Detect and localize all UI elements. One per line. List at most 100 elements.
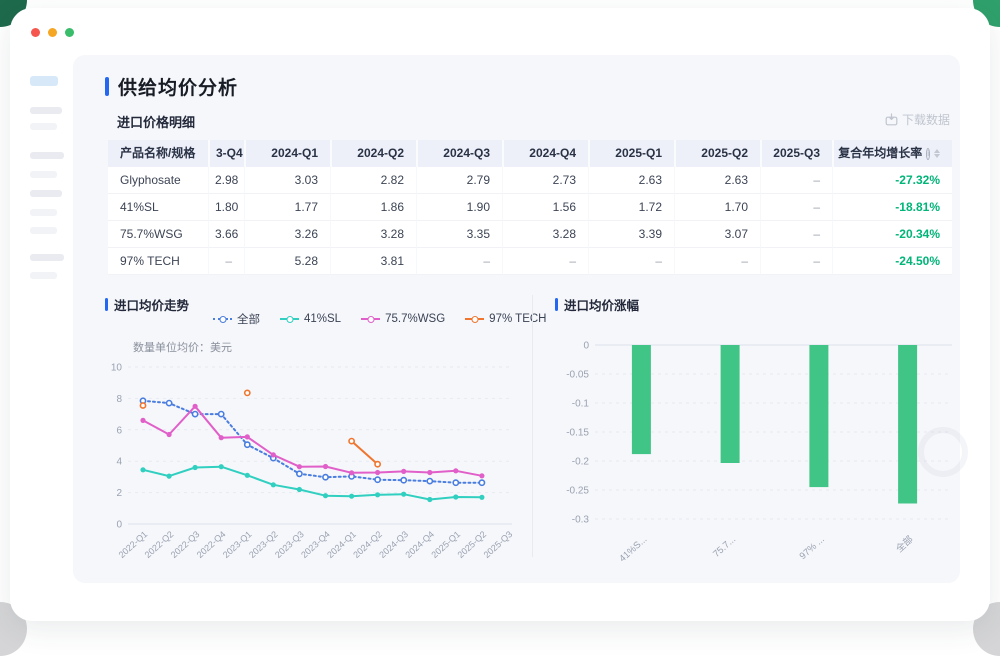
sort-asc-caret [934, 149, 940, 153]
sort-icon[interactable] [934, 149, 940, 158]
svg-text:-0.3: -0.3 [572, 515, 590, 526]
change-chart-title: 进口均价涨幅 [564, 295, 639, 314]
sidebar-item-active-skeleton[interactable] [30, 76, 58, 86]
product-name-cell: 41%SL [108, 194, 208, 221]
svg-text:-0.25: -0.25 [566, 486, 589, 497]
legend-item-97% TECH[interactable]: 97% TECH [465, 313, 546, 325]
page-title: 供给均价分析 [118, 73, 238, 100]
sidebar-item-skeleton[interactable] [30, 123, 57, 130]
trend-line-chart: 10864202022-Q12022-Q22022-Q32022-Q42023-… [100, 353, 525, 583]
close-window-icon[interactable] [31, 28, 40, 37]
legend-marker-icon [280, 318, 299, 320]
minimize-window-icon[interactable] [48, 28, 57, 37]
legend-item-41%SL[interactable]: 41%SL [280, 313, 341, 325]
column-header-label: 复合年均增长率 [838, 140, 922, 167]
price-cell: 1.77 [244, 194, 330, 221]
product-name-cell: 97% TECH [108, 248, 208, 275]
price-cell: 5.28 [244, 248, 330, 275]
trend-chart-title-row: 进口均价走势 [105, 295, 189, 314]
column-header: 2024-Q1 [244, 140, 330, 167]
download-label: 下载数据 [902, 111, 950, 128]
cagr-cell: -20.34% [832, 221, 952, 248]
section-divider [532, 295, 533, 557]
page-title-row: 供给均价分析 [105, 73, 238, 100]
svg-text:75.7...: 75.7... [711, 534, 738, 560]
column-header: 2025-Q3 [760, 140, 832, 167]
legend-label: 75.7%WSG [385, 313, 445, 325]
column-header[interactable]: 复合年均增长率 i [832, 140, 952, 167]
window-controls [31, 28, 74, 37]
zoom-window-icon[interactable] [65, 28, 74, 37]
sidebar-item-skeleton[interactable] [30, 272, 57, 279]
price-cell: 2.98 [208, 167, 244, 194]
sidebar-item-skeleton[interactable] [30, 152, 64, 159]
legend-marker-icon [213, 318, 232, 320]
price-cell: 3.66 [208, 221, 244, 248]
svg-text:10: 10 [111, 363, 123, 374]
column-header: 2024-Q3 [416, 140, 502, 167]
svg-text:97% ...: 97% ... [798, 534, 827, 562]
sort-desc-caret [934, 154, 940, 158]
column-header: 3-Q4 [208, 140, 244, 167]
download-data-button[interactable]: 下载数据 [885, 111, 950, 128]
change-bar-chart: 0 -0.05 -0.1 -0.15 -0.2 -0.25 -0.3 41%S... 75.7.… [555, 328, 960, 578]
price-cell: 3.03 [244, 167, 330, 194]
watermark-logo [918, 427, 968, 477]
price-cell: 2.82 [330, 167, 416, 194]
price-cell: 1.56 [502, 194, 588, 221]
price-cell: 1.70 [674, 194, 760, 221]
column-header: 2025-Q2 [674, 140, 760, 167]
price-cell: 1.80 [208, 194, 244, 221]
svg-text:8: 8 [116, 394, 122, 405]
price-cell: – [760, 167, 832, 194]
change-chart-accent-bar [555, 298, 558, 311]
price-cell: – [760, 194, 832, 221]
price-cell: – [760, 221, 832, 248]
price-cell: 3.81 [330, 248, 416, 275]
svg-text:-0.05: -0.05 [566, 370, 589, 381]
svg-text:-0.1: -0.1 [572, 399, 590, 410]
legend-item-全部[interactable]: 全部 [213, 311, 260, 327]
trend-chart-accent-bar [105, 298, 108, 311]
svg-text:41%S...: 41%S... [617, 534, 649, 564]
column-header: 2024-Q4 [502, 140, 588, 167]
price-cell: – [208, 248, 244, 275]
sidebar-item-skeleton[interactable] [30, 209, 57, 216]
svg-text:4: 4 [116, 457, 122, 468]
legend-label: 97% TECH [489, 313, 546, 325]
sidebar-item-skeleton[interactable] [30, 107, 62, 114]
sidebar-item-skeleton[interactable] [30, 254, 64, 261]
sidebar-item-skeleton[interactable] [30, 190, 62, 197]
price-cell: 1.72 [588, 194, 674, 221]
price-cell: 3.28 [502, 221, 588, 248]
svg-text:-0.15: -0.15 [566, 428, 589, 439]
price-cell: – [760, 248, 832, 275]
legend-marker-icon [465, 318, 484, 320]
download-icon [885, 113, 898, 126]
price-cell: 3.28 [330, 221, 416, 248]
legend-item-75.7%WSG[interactable]: 75.7%WSG [361, 313, 445, 325]
svg-text:-0.2: -0.2 [572, 457, 590, 468]
svg-text:2025-Q3: 2025-Q3 [482, 529, 515, 560]
price-cell: 2.63 [588, 167, 674, 194]
svg-text:0: 0 [583, 341, 589, 352]
price-cell: 2.63 [674, 167, 760, 194]
price-cell: – [416, 248, 502, 275]
price-cell: 3.07 [674, 221, 760, 248]
info-icon[interactable]: i [926, 148, 930, 160]
sidebar-item-skeleton[interactable] [30, 171, 57, 178]
cagr-cell: -24.50% [832, 248, 952, 275]
legend-label: 41%SL [304, 313, 341, 325]
table-card-title: 进口价格明细 [117, 112, 195, 131]
sidebar-item-skeleton[interactable] [30, 227, 57, 234]
legend-label: 全部 [237, 311, 260, 327]
chart-legend: 全部 41%SL 75.7%WSG 97% TECH [213, 311, 546, 327]
price-cell: – [502, 248, 588, 275]
product-name-cell: 75.7%WSG [108, 221, 208, 248]
price-cell: 3.35 [416, 221, 502, 248]
cagr-cell: -27.32% [832, 167, 952, 194]
price-cell: 2.73 [502, 167, 588, 194]
